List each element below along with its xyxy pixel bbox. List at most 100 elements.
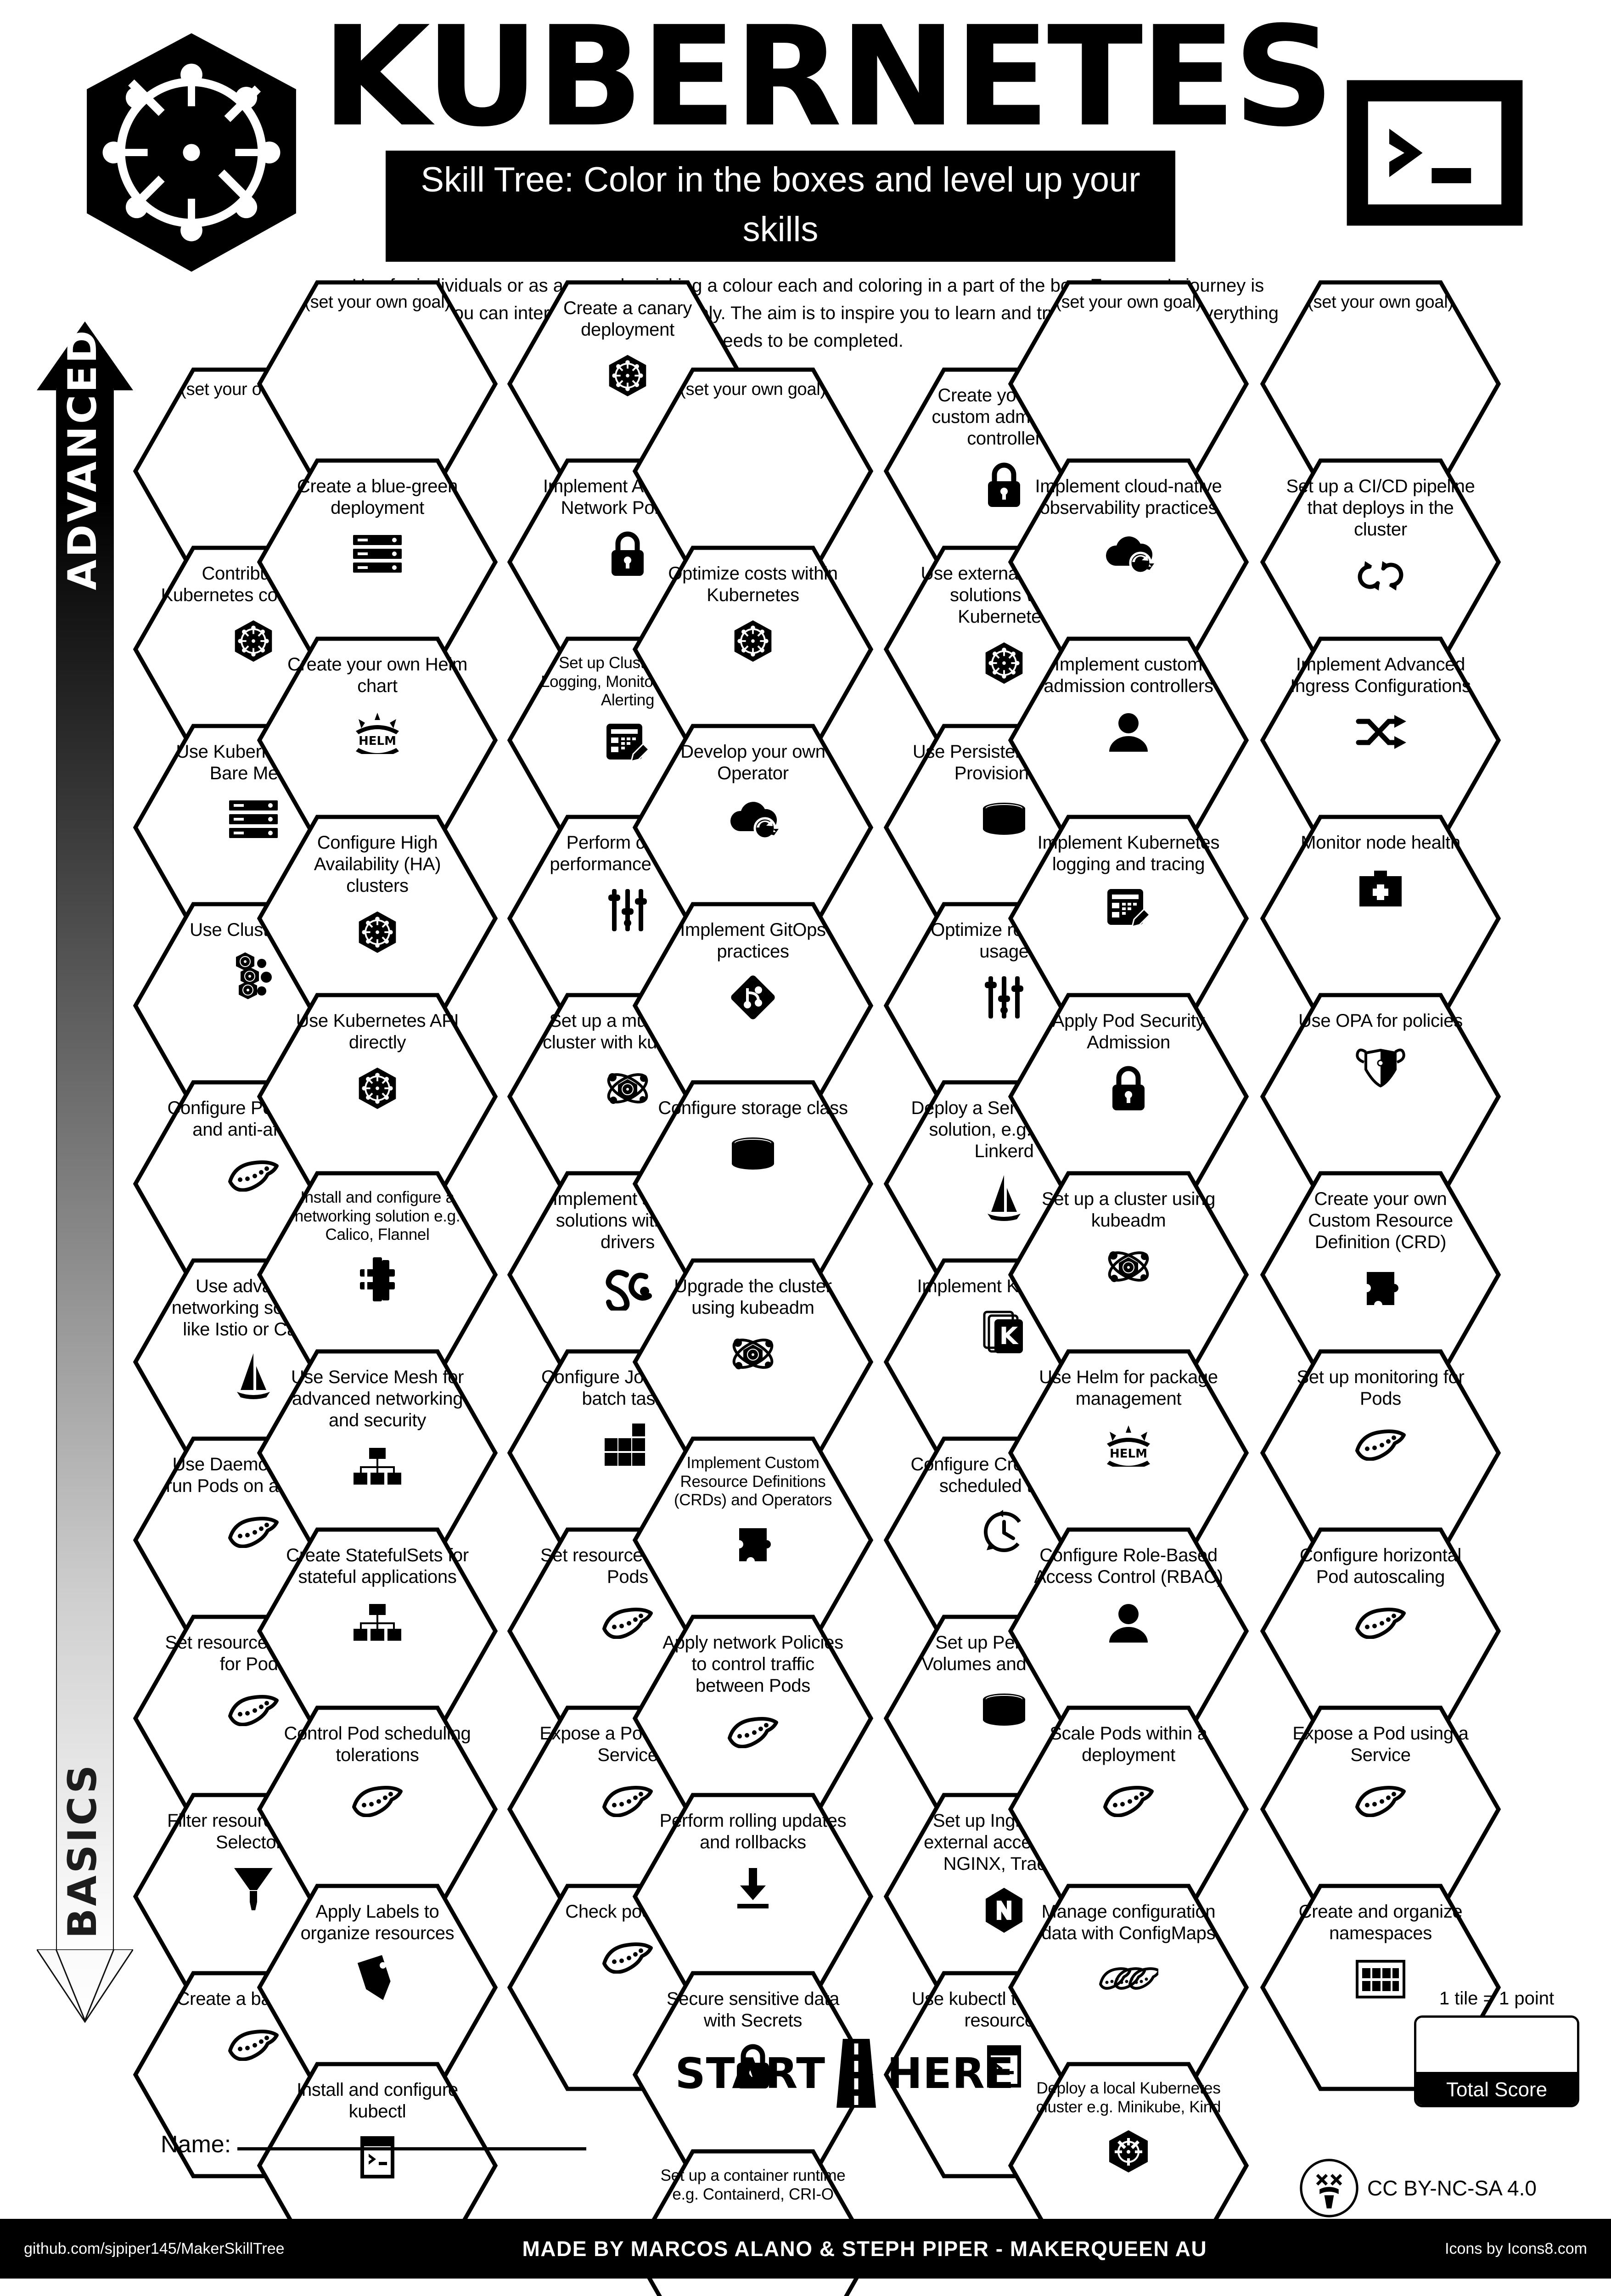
skill-tile[interactable]: Set up monitoring for Pods [1260,1349,1501,1557]
skill-tile-label: Create your own Helm chart [287,654,467,697]
skill-tile[interactable]: Perform rolling updates and rollbacks [633,1793,873,2000]
skill-tile[interactable]: Use Kubernetes API directly [257,993,498,1200]
skill-tile[interactable]: (set your own goal) [633,367,873,575]
hierarchy-icon [282,1439,473,1494]
skill-tile[interactable]: Set up a cluster using kubeadm [1008,1171,1249,1379]
lock-icon [657,2039,848,2094]
skill-tile[interactable]: Deploy a local Kubernetes cluster e.g. M… [1008,2062,1249,2269]
skill-tile-label: Implement Advanced Ingress Configuration… [1290,654,1471,697]
total-score-box[interactable]: Total Score [1414,2015,1579,2107]
road-icon [836,2039,876,2108]
svg-text:HELM: HELM [1110,1447,1147,1461]
skill-tile[interactable]: (set your own goal) [1008,280,1249,488]
skill-tile[interactable]: Implement Custom Resource Definitions (C… [633,1436,873,1644]
skill-tile[interactable]: Install and configure a networking solut… [257,1171,498,1379]
istio-sail-icon [158,1348,349,1403]
flannel-icon [282,1252,473,1307]
skill-tile[interactable]: Use Helm for package management HELM [1008,1349,1249,1557]
license-text: CC BY-NC-SA 4.0 [1367,2176,1537,2200]
skill-tile-label: Implement GitOps practices [680,920,826,962]
footer-repo-link[interactable]: github.com/sjpiper145/MakerSkillTree [24,2240,285,2257]
skill-tile-label: Configure High Availability (HA) cluster… [314,833,441,896]
skill-tile[interactable]: Use Service Mesh for advanced networking… [257,1349,498,1557]
skill-tile-label: Develop your own Operator [680,742,825,784]
skill-tile[interactable]: Optimize costs within Kubernetes [633,546,873,753]
skill-tile[interactable]: Use OPA for policies [1260,993,1501,1200]
skill-tile[interactable]: Create your own Helm chart HELM [257,636,498,844]
skill-tile[interactable]: Develop your own Operator [633,724,873,931]
pea-pod-icon [532,1930,723,1985]
name-field[interactable]: Name: [161,2131,666,2158]
name-input-rule[interactable] [237,2147,587,2150]
skill-tile[interactable]: (set your own goal) [257,280,498,488]
skill-tile[interactable]: (set your own goal) [1260,280,1501,488]
skill-tile-label: (set your own goal) [304,293,450,312]
lock-icon [1033,1061,1224,1116]
sliders-icon [909,970,1100,1025]
skill-tile-label: Configure Role-Based Access Control (RBA… [1034,1545,1223,1587]
skill-tile[interactable]: Set up a CI/CD pipeline that deploys in … [1260,458,1501,666]
user-icon [1033,704,1224,760]
blocks-icon [532,1417,723,1472]
skill-tile-label: Implement custom admission controllers [1044,654,1213,697]
pea-pod-icon [1285,1595,1476,1650]
skill-tile[interactable]: Expose a Pod using a Service [1260,1705,1501,1913]
skill-tile[interactable]: Configure Role-Based Access Control (RBA… [1008,1527,1249,1735]
kubernetes-helm-wheel-icon [532,348,723,403]
database-icon [909,792,1100,847]
server-rack-icon [158,792,349,847]
database-icon [657,1126,848,1182]
skill-tile[interactable]: Implement Advanced Ingress Configuration… [1260,636,1501,844]
skill-tile-label: Create a canary deployment [563,298,692,340]
nginx-icon [909,1883,1100,1938]
skill-tile[interactable]: Configure High Availability (HA) cluster… [257,815,498,1022]
skill-tile-label: Configure storage class [658,1098,848,1118]
server-rack-icon [282,526,473,581]
skill-tile-label: Implement cloud-native observability pra… [1035,476,1222,518]
skill-tile-label: Create a blue-green deployment [297,476,458,518]
skill-tile[interactable]: Create your own Custom Resource Definiti… [1260,1171,1501,1379]
skill-tile[interactable]: Upgrade the cluster using kubeadm [633,1258,873,1466]
skill-tile[interactable]: Control Pod scheduling tolerations [257,1705,498,1913]
none [657,407,848,462]
skill-tile-label: Perform rolling updates and rollbacks [659,1811,847,1853]
here-word: HERE [887,2048,1015,2098]
skill-tile[interactable]: Implement GitOps practices [633,902,873,1109]
skill-tile-label: Use Service Mesh for advanced networking… [291,1367,464,1431]
score-panel: 1 tile = 1 point Total Score [1414,1988,1579,2107]
skill-tile[interactable]: Manage configuration data with ConfigMap… [1008,1884,1249,2091]
puzzle-icon [657,1517,848,1572]
skill-tile[interactable]: Create StatefulSets for stateful applica… [257,1527,498,1735]
report-edit-icon [532,717,723,772]
skill-tile[interactable]: Monitor node health [1260,815,1501,1022]
skill-tile[interactable]: Secure sensitive data with Secrets [633,1971,873,2178]
three-pods-icon [1033,1952,1224,2007]
skill-tile-label: Create StatefulSets for stateful applica… [286,1545,469,1587]
medkit-icon [1285,861,1476,916]
score-input-area[interactable] [1416,2018,1577,2072]
atom-kubernetes-icon [532,1061,723,1116]
skill-tile[interactable]: Implement Kubernetes logging and tracing [1008,815,1249,1022]
skill-tile[interactable]: Configure horizontal Pod autoscaling [1260,1527,1501,1735]
footer-icons-credit[interactable]: Icons by Icons8.com [1445,2240,1587,2257]
cloud-sync-icon [1033,526,1224,581]
pea-pod-icon [158,1504,349,1559]
skill-tile[interactable]: Implement cloud-native observability pra… [1008,458,1249,666]
namespace-grid-icon [1285,1952,1476,2007]
start-word: START [675,2048,825,2098]
skill-tile[interactable]: Scale Pods within a deployment [1008,1705,1249,1913]
skill-tile-label: Manage configuration data with ConfigMap… [1041,1902,1216,1944]
skill-tile[interactable]: Implement custom admission controllers [1008,636,1249,844]
skill-tile[interactable]: Apply Labels to organize resources [257,1884,498,2091]
skill-tile[interactable]: Apply Pod Security Admission [1008,993,1249,1200]
skill-tile[interactable]: Apply network Policies to control traffi… [633,1615,873,1822]
skill-tile-label: Use OPA for policies [1298,1011,1463,1031]
skill-tile-label: Apply network Policies to control traffi… [662,1632,843,1696]
skill-tile[interactable]: Configure storage class [633,1080,873,1288]
skill-tile-label: Set up a cluster using kubeadm [1041,1189,1216,1231]
kubernetes-logo-icon [70,28,313,285]
difficulty-axis: ADVANCED BASICS [37,321,133,2048]
skill-tile-label: Implement Custom Resource Definitions (C… [674,1454,832,1509]
svg-text:K: K [999,1322,1019,1350]
skill-tile[interactable]: Create a blue-green deployment [257,458,498,666]
